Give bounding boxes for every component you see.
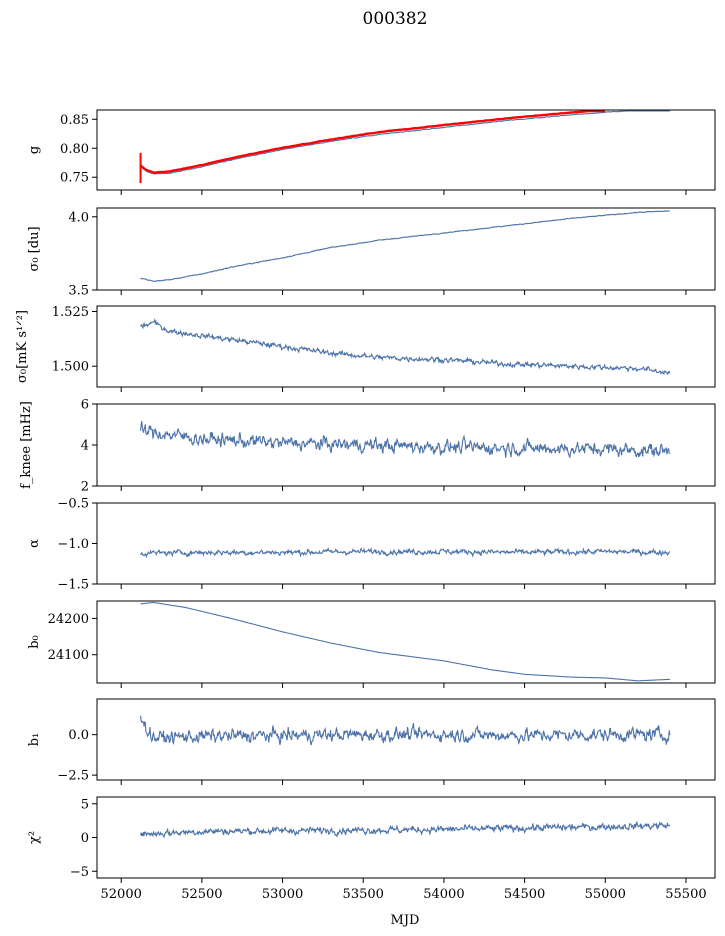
x-tick-label-6: 55000 (585, 887, 626, 902)
x-tick-label-7: 55500 (665, 887, 706, 902)
panel-frame-chi2 (96, 796, 716, 879)
panel-frame-g (96, 109, 716, 191)
panel-alpha: −1.5 −1.0 −0.5 α (27, 497, 716, 593)
y-tick-label-alpha-1: −1.0 (57, 537, 89, 552)
panel-fknee: 2 4 6 f_knee [mHz] (19, 398, 716, 495)
shared-x-axis: 52000 52500 53000 53500 54000 54500 55000 55500 (101, 887, 707, 902)
y-tick-label-chi2-2: 5 (81, 797, 89, 812)
panel-g: 0.75 0.80 0.85 g (27, 109, 716, 195)
y-axis-label-alpha: α (27, 539, 42, 548)
y-tick-label-chi2-0: −5 (70, 865, 89, 880)
panel-frame-sigma0K (96, 305, 716, 388)
panel-chi2: −5 0 5 χ² (27, 796, 716, 883)
x-tick-label-3: 53500 (343, 887, 384, 902)
y-axis-label-chi2: χ² (27, 831, 42, 844)
y-tick-label-sigma0-1: 4.0 (68, 210, 89, 225)
series-line-chi2-0 (140, 820, 671, 839)
panel-frame-alpha (96, 502, 716, 585)
y-tick-label-fknee-1: 4 (81, 439, 89, 454)
panel-sigma0: 3.5 4.0 σ₀ [du] (27, 207, 716, 299)
y-axis-label-sigma0: σ₀ [du] (27, 226, 42, 271)
y-tick-label-g-0: 0.75 (60, 171, 89, 186)
series-line-b0-0 (140, 601, 670, 682)
series-line-sigma0K-0 (140, 318, 671, 375)
x-tick-label-5: 54500 (504, 887, 545, 902)
y-tick-label-b0-1: 24200 (48, 612, 89, 627)
y-tick-label-g-1: 0.80 (60, 142, 89, 157)
y-tick-label-alpha-0: −1.5 (57, 578, 89, 593)
panel-sigma0K: 1.500 1.525 σ₀[mK s¹ᐟ²] (15, 305, 716, 392)
y-axis-label-b0: b₀ (27, 635, 42, 649)
y-tick-label-sigma0-0: 3.5 (68, 284, 89, 299)
panel-b1: −2.5 0.0 b₁ (27, 698, 716, 785)
figure-title: 000382 (363, 9, 428, 29)
y-tick-label-chi2-1: 0 (81, 831, 89, 846)
x-tick-label-0: 52000 (101, 887, 142, 902)
panel-b0: 24100 24200 b₀ (27, 600, 716, 688)
x-tick-label-1: 52500 (181, 887, 222, 902)
series-line-alpha-0 (140, 546, 671, 559)
series-line-fknee-0 (140, 421, 671, 459)
x-tick-label-2: 53000 (262, 887, 303, 902)
x-tick-label-4: 54000 (423, 887, 464, 902)
y-axis-label-g: g (27, 146, 42, 154)
series-line-b1-0 (140, 715, 671, 746)
series-line-g-0 (140, 110, 670, 175)
y-axis-label-sigma0K: σ₀[mK s¹ᐟ²] (15, 310, 30, 383)
y-tick-label-g-2: 0.85 (60, 113, 89, 128)
panel-frame-b0 (96, 600, 716, 684)
series-line-sigma0-0 (140, 210, 670, 282)
y-tick-label-alpha-2: −0.5 (57, 497, 89, 512)
series-line-g-1 (139, 109, 606, 174)
y-tick-label-sigma0K-1: 1.525 (52, 305, 89, 320)
y-axis-label-b1: b₁ (27, 733, 42, 747)
y-tick-label-b0-0: 24100 (48, 648, 89, 663)
y-tick-label-b1-1: 0.0 (68, 728, 89, 743)
x-axis-label: MJD (391, 913, 420, 928)
panels: 0.75 0.80 0.85 g 3.5 4.0 σ₀ [du] 1.500 1.525 σ₀[m… (15, 109, 716, 883)
y-tick-label-b1-0: −2.5 (57, 769, 89, 784)
panel-frame-b1 (96, 698, 716, 781)
y-tick-label-fknee-2: 6 (81, 398, 89, 413)
y-tick-label-fknee-0: 2 (81, 480, 89, 495)
y-tick-label-sigma0K-0: 1.500 (52, 360, 89, 375)
panel-frame-sigma0 (96, 207, 716, 291)
y-axis-label-fknee: f_knee [mHz] (19, 401, 34, 489)
